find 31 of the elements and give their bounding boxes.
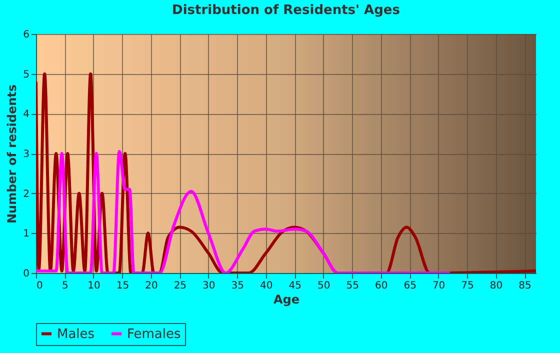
- x-tick-label: 55: [346, 280, 359, 292]
- x-tick-label: 50: [317, 280, 330, 292]
- x-tick-label: 75: [461, 280, 474, 292]
- y-axis-title: Number of residents: [5, 84, 20, 224]
- y-tick-label: 5: [23, 69, 30, 80]
- x-axis-title: Age: [273, 292, 300, 306]
- x-tick-label: 20: [145, 280, 158, 292]
- x-tick-label: 15: [116, 280, 130, 292]
- x-tick-label: 10: [88, 280, 100, 292]
- line-series: [36, 150, 452, 273]
- y-tick-label: 3: [23, 149, 30, 160]
- y-tick-label: 2: [23, 188, 30, 200]
- x-tick-label: 25: [174, 280, 187, 292]
- y-tick-label: 6: [23, 30, 30, 40]
- x-tick-label: 60: [374, 280, 388, 292]
- x-tick-label: 40: [260, 280, 273, 292]
- x-tick-label: 65: [404, 280, 416, 292]
- x-tick-label: 30: [202, 280, 216, 292]
- x-tick-label: 70: [432, 280, 446, 292]
- y-tick-label: 1: [23, 228, 30, 240]
- x-tick-label: 0: [36, 280, 43, 292]
- x-tick-label: 85: [518, 280, 532, 292]
- x-tick-label: 45: [288, 280, 302, 292]
- y-tick-label: 0: [23, 268, 30, 280]
- y-tick-label: 4: [23, 109, 30, 120]
- x-tick-label: 80: [490, 280, 503, 292]
- x-tick-label: 35: [231, 280, 244, 292]
- legend-label: Males: [57, 326, 95, 342]
- x-tick-label: 5: [62, 280, 68, 292]
- legend-label: Females: [127, 326, 182, 342]
- chart-title: Distribution of Residents' Ages: [172, 3, 400, 18]
